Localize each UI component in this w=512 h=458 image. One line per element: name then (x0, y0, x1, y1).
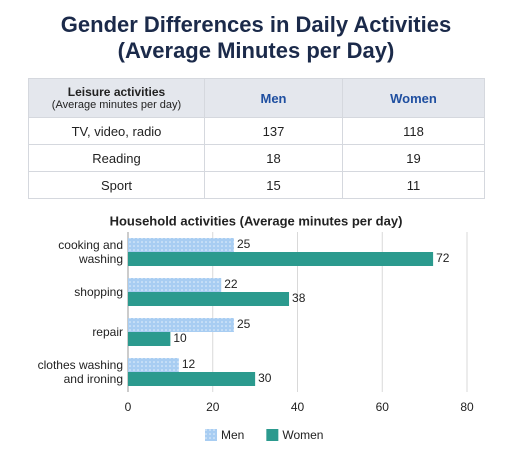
table-cell: 137 (204, 117, 343, 145)
bar (128, 278, 222, 292)
value-label: 10 (173, 331, 187, 345)
leisure-table: Leisure activities (Average minutes per d… (28, 78, 485, 199)
x-tick-label: 0 (125, 400, 132, 414)
table-row: TV, video, radio 137 118 (28, 117, 485, 145)
category-label: cooking and washing (58, 238, 123, 266)
x-tick-label: 40 (291, 400, 305, 414)
value-label: 72 (436, 251, 450, 265)
chart-title: Household activities (Average minutes pe… (110, 213, 403, 228)
category-label: shopping (74, 285, 123, 299)
table-row: Reading 18 19 (28, 144, 485, 172)
header-cell: Leisure activities (Average minutes per d… (28, 78, 205, 118)
category-label: clothes washing and ironing (37, 358, 123, 386)
value-label: 38 (292, 291, 306, 305)
title: (Average Minutes per Day) (117, 38, 395, 63)
header-note: (Average minutes per day) (51, 99, 182, 111)
table-cell: 15 (204, 171, 343, 199)
legend-swatch (266, 429, 279, 441)
bar (128, 358, 179, 372)
legend-swatch (205, 429, 217, 441)
bar (128, 372, 256, 386)
category-label: repair (92, 325, 123, 339)
header-cell: Women (342, 78, 485, 118)
header-cell: Men (204, 78, 343, 118)
bar (128, 332, 171, 346)
table-cell: TV, video, radio (28, 117, 205, 145)
legend-label: Women (282, 428, 323, 442)
table-row: Sport 15 11 (28, 171, 485, 199)
value-label: 25 (237, 317, 251, 331)
bar (128, 238, 234, 252)
value-label: 30 (258, 371, 272, 385)
x-tick-label: 20 (206, 400, 220, 414)
x-tick-label: 60 (376, 400, 390, 414)
header-text: Leisure activities (67, 85, 166, 99)
table-cell: 11 (342, 171, 485, 199)
x-tick-label: 80 (460, 400, 474, 414)
bar (128, 318, 234, 332)
value-label: 25 (237, 237, 251, 251)
bar (128, 252, 434, 266)
bar (128, 292, 290, 306)
table-cell: Sport (28, 171, 205, 199)
title: Gender Differences in Daily Activities (60, 12, 452, 37)
value-label: 22 (224, 277, 238, 291)
legend-label: Men (221, 428, 244, 442)
value-label: 12 (182, 357, 196, 371)
